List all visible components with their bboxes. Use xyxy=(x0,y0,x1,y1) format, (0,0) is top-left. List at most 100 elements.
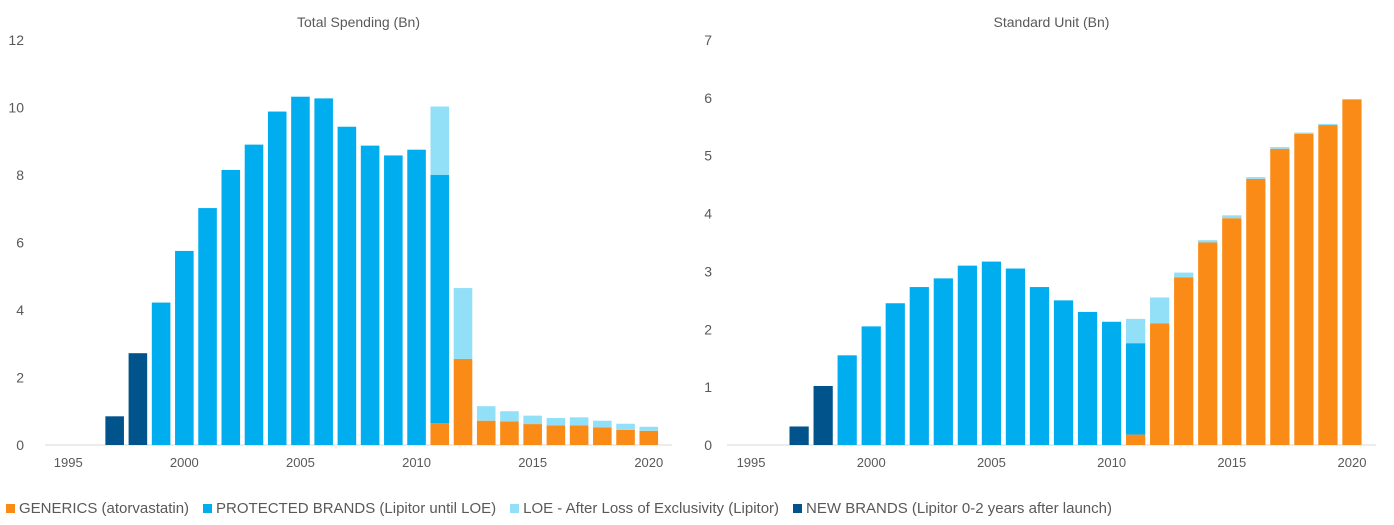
units-bar-protected-brands-2011 xyxy=(1126,343,1146,435)
spending-y-tick-label: 4 xyxy=(16,302,24,318)
units-bar-protected-brands-2001 xyxy=(885,303,905,445)
units-bar-generics-2014 xyxy=(1198,242,1218,445)
units-x-tick-label: 2000 xyxy=(857,455,886,470)
units-bar-generics-2017 xyxy=(1270,148,1290,445)
spending-bar-new-brands-1997 xyxy=(105,416,124,445)
units-bar-loe-after-loss-of-exclusivity-2020 xyxy=(1342,99,1362,100)
units-bar-protected-brands-2003 xyxy=(933,278,953,445)
units-bar-protected-brands-2004 xyxy=(957,265,977,445)
spending-bar-protected-brands-2003 xyxy=(244,144,264,445)
spending-bar-protected-brands-2004 xyxy=(267,111,287,446)
spending-y-tick-label: 12 xyxy=(8,32,24,48)
spending-bar-loe-after-loss-of-exclusivity-2012 xyxy=(453,288,473,359)
units-y-tick-label: 0 xyxy=(704,437,712,453)
spending-x-tick-label: 2020 xyxy=(634,455,663,470)
units-bar-generics-2011 xyxy=(1126,434,1146,445)
legend-swatch-protected-brands xyxy=(203,504,213,513)
units-bar-loe-after-loss-of-exclusivity-2015 xyxy=(1222,215,1242,219)
spending-bar-loe-after-loss-of-exclusivity-2013 xyxy=(476,406,496,421)
units-bar-protected-brands-2005 xyxy=(981,261,1002,445)
units-chart-title: Standard Unit (Bn) xyxy=(994,14,1110,30)
units-bar-generics-2015 xyxy=(1222,218,1242,445)
spending-bar-protected-brands-2008 xyxy=(360,145,380,445)
units-bar-loe-after-loss-of-exclusivity-2011 xyxy=(1126,318,1146,344)
units-bar-generics-2019 xyxy=(1318,125,1338,446)
spending-bar-generics-2016 xyxy=(546,425,566,445)
units-x-tick-label: 2020 xyxy=(1338,455,1367,470)
units-bar-protected-brands-2007 xyxy=(1029,287,1050,445)
legend-swatch-new-brands xyxy=(793,504,803,513)
units-bar-loe-after-loss-of-exclusivity-2013 xyxy=(1174,272,1194,278)
spending-bar-protected-brands-2002 xyxy=(221,169,241,445)
spending-bar-protected-brands-2009 xyxy=(384,155,403,446)
legend-label-generics: GENERICS (atorvastatin) xyxy=(19,500,190,517)
spending-bar-generics-2011 xyxy=(430,423,450,445)
spending-bar-generics-2019 xyxy=(616,429,635,445)
spending-bar-generics-2015 xyxy=(523,424,542,445)
spending-bar-loe-after-loss-of-exclusivity-2017 xyxy=(569,417,589,426)
spending-bar-generics-2014 xyxy=(500,421,519,445)
spending-bar-protected-brands-2001 xyxy=(198,208,217,445)
units-bar-loe-after-loss-of-exclusivity-2014 xyxy=(1198,240,1218,243)
spending-bar-protected-brands-2000 xyxy=(175,250,194,445)
units-y-tick-label: 7 xyxy=(704,32,712,48)
spending-y-tick-label: 2 xyxy=(16,370,24,386)
spending-bar-generics-2012 xyxy=(453,358,473,445)
units-bar-generics-2013 xyxy=(1174,277,1194,445)
spending-bar-loe-after-loss-of-exclusivity-2014 xyxy=(500,411,519,422)
spending-chart-title: Total Spending (Bn) xyxy=(297,14,420,30)
spending-bar-protected-brands-2005 xyxy=(291,96,310,445)
units-x-tick-label: 2005 xyxy=(977,455,1006,470)
units-x-tick-label: 2010 xyxy=(1097,455,1126,470)
units-bar-protected-brands-2000 xyxy=(861,326,881,445)
units-bar-protected-brands-1999 xyxy=(837,355,857,445)
units-y-tick-label: 2 xyxy=(704,321,712,337)
spending-bar-new-brands-1998 xyxy=(128,353,148,445)
legend-item-generics: GENERICS (atorvastatin) xyxy=(6,500,189,517)
spending-x-tick-label: 2000 xyxy=(170,455,199,470)
spending-y-tick-label: 10 xyxy=(8,100,24,116)
units-x-tick-label: 1995 xyxy=(737,455,766,470)
spending-bar-protected-brands-2011 xyxy=(430,175,450,424)
units-bar-new-brands-1997 xyxy=(789,426,809,445)
spending-x-tick-label: 1995 xyxy=(54,455,83,470)
legend-swatch-generics xyxy=(6,504,15,513)
spending-y-tick-label: 6 xyxy=(16,235,24,251)
spending-bar-loe-after-loss-of-exclusivity-2016 xyxy=(546,418,566,426)
legend-swatch-loe xyxy=(510,504,520,513)
spending-x-tick-label: 2010 xyxy=(402,455,431,470)
units-y-tick-label: 1 xyxy=(704,379,712,395)
spending-bar-protected-brands-2007 xyxy=(337,126,357,446)
units-y-tick-label: 6 xyxy=(704,90,712,106)
spending-bar-generics-2017 xyxy=(569,425,589,445)
units-bar-loe-after-loss-of-exclusivity-2017 xyxy=(1270,147,1290,149)
spending-bar-protected-brands-2006 xyxy=(314,98,333,445)
units-bar-loe-after-loss-of-exclusivity-2018 xyxy=(1294,132,1314,134)
legend-label-loe: LOE - After Loss of Exclusivity (Lipitor… xyxy=(523,500,780,517)
units-bar-generics-2012 xyxy=(1150,323,1170,445)
units-bar-loe-after-loss-of-exclusivity-2016 xyxy=(1246,177,1266,179)
spending-bar-generics-2013 xyxy=(476,420,496,445)
spending-bar-protected-brands-1999 xyxy=(151,302,171,445)
spending-bar-loe-after-loss-of-exclusivity-2018 xyxy=(593,420,612,428)
units-bar-protected-brands-2006 xyxy=(1005,268,1026,445)
legend-label-protected-brands: PROTECTED BRANDS (Lipitor until LOE) xyxy=(216,500,497,517)
units-x-tick-label: 2015 xyxy=(1217,455,1246,470)
units-bar-loe-after-loss-of-exclusivity-2012 xyxy=(1150,297,1170,324)
units-y-tick-label: 4 xyxy=(704,206,712,222)
legend-item-protected-brands: PROTECTED BRANDS (Lipitor until LOE) xyxy=(203,500,496,517)
units-y-tick-label: 3 xyxy=(704,263,712,279)
legend-item-loe: LOE - After Loss of Exclusivity (Lipitor… xyxy=(510,500,779,517)
spending-bar-generics-2020 xyxy=(639,430,659,445)
units-bar-generics-2020 xyxy=(1342,99,1362,445)
spending-y-tick-label: 8 xyxy=(16,167,24,183)
units-bar-generics-2018 xyxy=(1294,133,1314,445)
spending-y-tick-label: 0 xyxy=(16,437,24,453)
spending-x-tick-label: 2015 xyxy=(518,455,547,470)
units-bar-generics-2016 xyxy=(1246,178,1266,445)
spending-bar-loe-after-loss-of-exclusivity-2020 xyxy=(639,426,659,431)
legend-item-new-brands: NEW BRANDS (Lipitor 0-2 years after laun… xyxy=(793,500,1112,517)
legend: GENERICS (atorvastatin) PROTECTED BRANDS… xyxy=(6,500,1394,517)
units-bar-new-brands-1998 xyxy=(813,385,833,445)
